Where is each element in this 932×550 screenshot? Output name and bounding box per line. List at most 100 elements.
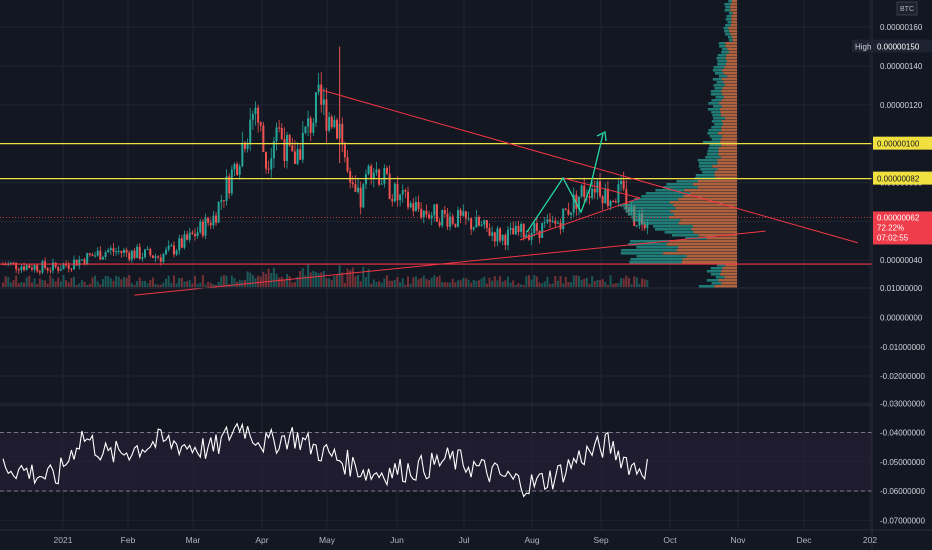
volume-profile-up [676,180,698,183]
volume-bar [17,283,20,287]
projection-arrow[interactable] [526,133,604,233]
candle-body [451,216,454,224]
volume-bar [633,276,636,287]
triangle-resistance-line[interactable] [562,177,641,199]
volume-bar [433,275,436,287]
volume-bar [378,281,381,287]
volume-bar [162,282,165,287]
candle-body [388,173,391,199]
volume-profile-up [695,174,715,177]
volume-profile-up [723,27,729,30]
volume-profile-up [716,264,726,267]
volume-bar [170,282,173,287]
candle-body [225,176,228,201]
triangle-support-line[interactable] [519,197,641,241]
volume-profile-down [721,69,737,72]
candle-body [538,230,541,238]
volume-bar [314,271,317,287]
volume-profile-down [684,189,737,192]
candle-body [438,221,441,226]
volume-profile-down [722,135,737,138]
volume-profile-down [730,3,737,6]
volume-profile-down [677,198,737,201]
current-price-tag-bg [873,211,932,245]
volume-profile-down [726,60,737,63]
volume-bar [251,275,254,287]
volume-profile-up [713,117,726,120]
volume-bar [291,282,294,287]
volume-profile-down [730,33,737,36]
ascending-trendline[interactable] [134,230,766,296]
volume-profile-down [720,138,737,141]
candle-body [144,249,147,258]
candle-body [393,183,396,202]
volume-profile-down [721,144,737,147]
level-tag-bg [873,136,932,150]
volume-bar [122,277,125,287]
candle-body [556,222,559,224]
oscillator-pane[interactable] [0,422,872,498]
middle-axis-label: -0.01000000 [880,343,925,352]
volume-profile-up [707,132,719,135]
volume-bar [38,278,41,287]
volume-bar [49,275,52,287]
volume-bar [414,276,417,287]
volume-bar [233,277,236,287]
candle-body [446,213,449,227]
descending-trendline[interactable] [318,88,858,244]
candle-body [570,212,573,215]
drawings[interactable] [0,88,872,296]
price-axis[interactable] [872,0,932,550]
time-axis-label: Feb [121,535,136,545]
candle-body [86,253,89,265]
oscillator-axis-label: -0.03000000 [880,399,925,408]
candle-body [509,227,512,230]
candle-body [70,268,73,270]
volume-bar [33,278,36,287]
volume-profile-down [727,48,737,51]
volume-bar [493,276,496,287]
volume-bar [172,275,175,287]
volume-bar [549,284,552,287]
candle-body [535,223,538,231]
volume-profile-up [725,18,732,21]
volume-profile-up [721,51,730,54]
candle-body [170,245,173,247]
volume-bar [65,280,68,287]
volume-profile-up [724,3,731,6]
volume-bar [193,275,196,287]
candle-body [188,232,191,240]
candle-body [456,210,459,227]
candle-body [249,119,252,144]
candle-body [167,245,170,250]
price-pane[interactable] [2,46,649,276]
candle-body [49,270,52,272]
volume-bar [178,277,181,287]
volume-profile-down [731,21,737,24]
candle-body [196,232,199,237]
volume-bar [188,279,191,287]
volume-bar [141,281,144,287]
volume-bar [9,282,12,287]
candle-body [467,218,470,220]
candle-body [241,142,244,167]
volume-profile-down [693,183,737,186]
time-axis-labels[interactable]: 2021 Feb Mar Apr May Jun Jul Aug Sep Oct Nov Dec 202 [54,535,878,545]
volume-bar [401,278,404,287]
volume-profile-up [619,204,674,207]
candle-body [454,223,457,227]
volume-profile-up [725,6,731,9]
oscillator-axis-label: -0.07000000 [880,516,925,525]
candle-body [525,234,528,238]
volume-bar [259,276,262,287]
volume-bar [585,277,588,287]
volume-bar [99,284,102,287]
volume-profile-up [728,39,733,42]
candle-body [117,250,120,252]
volume-profile-down [721,99,737,102]
volume-bar [278,277,281,287]
candle-body [522,224,525,238]
volume-bar [543,281,546,287]
candle-body [417,202,420,209]
